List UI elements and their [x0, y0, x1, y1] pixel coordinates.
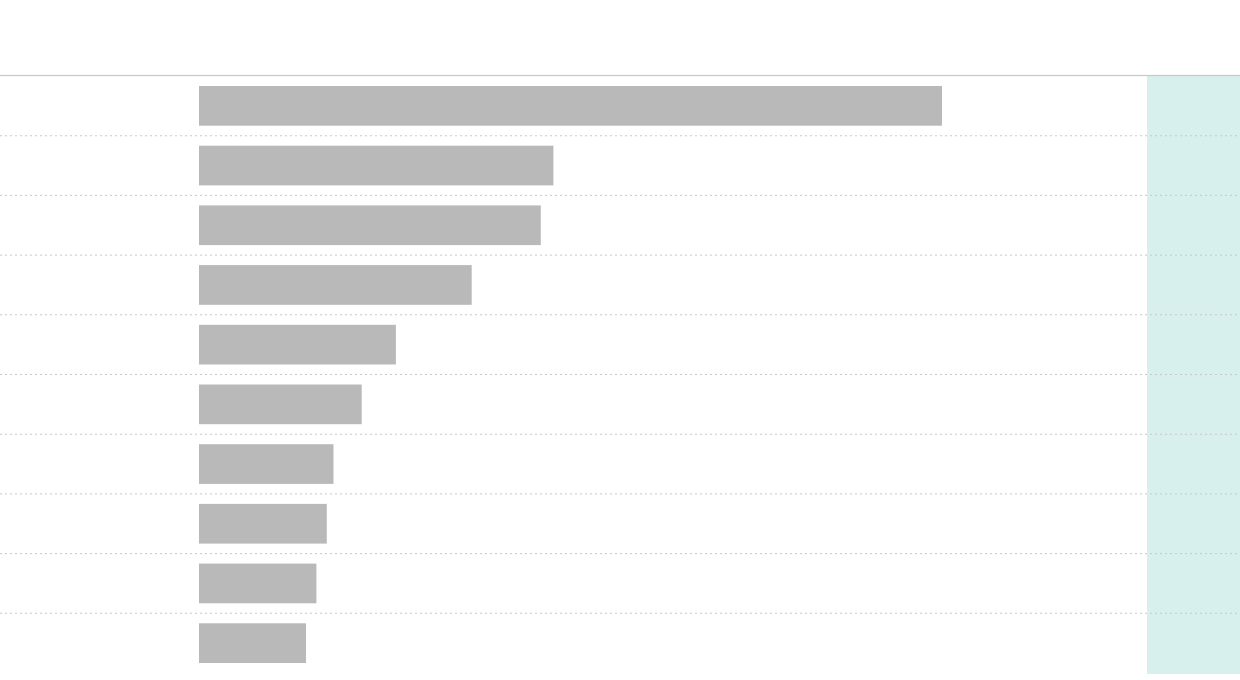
bars	[199, 86, 942, 663]
bar-3	[199, 205, 541, 246]
bar-4	[199, 265, 472, 305]
bar-2	[199, 145, 554, 186]
bar-1	[199, 86, 942, 126]
bar-7	[199, 444, 334, 484]
bar-6	[199, 384, 362, 425]
grid-lines	[0, 135, 1240, 614]
bar-5	[199, 324, 396, 365]
bar-9	[199, 563, 317, 604]
highlight-column	[1147, 76, 1240, 674]
bar-8	[199, 503, 327, 544]
bar-10	[199, 623, 306, 663]
